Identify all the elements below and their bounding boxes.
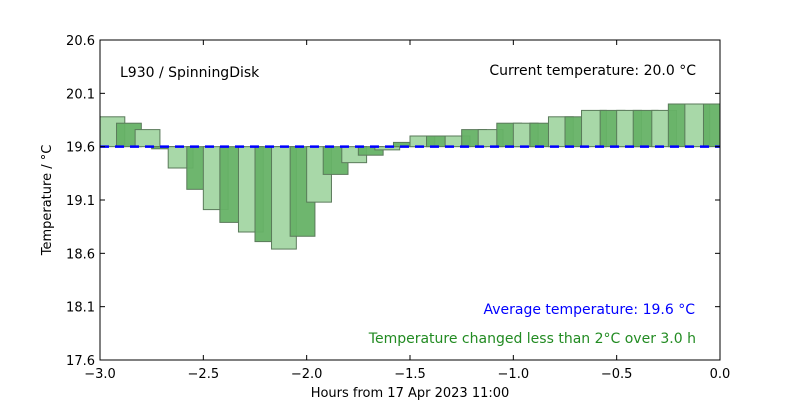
x-tick-label: −1.5 [394, 367, 426, 382]
x-tick-label: −2.5 [188, 367, 220, 382]
x-tick-label: −3.0 [84, 367, 116, 382]
x-tick-label: −1.0 [498, 367, 530, 382]
x-axis-ticks: −3.0 −2.5 −2.0 −1.5 −1.0 −0.5 0.0 [84, 40, 730, 382]
temperature-bar [134, 129, 161, 148]
x-axis-label: Hours from 17 Apr 2023 11:00 [311, 386, 510, 400]
location-label: L930 / SpinningDisk [120, 65, 260, 81]
temperature-bar [702, 103, 721, 148]
y-tick-label: 20.6 [66, 34, 95, 49]
x-tick-label: 0.0 [710, 367, 731, 382]
current-temperature-label: Current temperature: 20.0 °C [489, 63, 696, 79]
x-tick-label: −2.0 [291, 367, 323, 382]
bar-group [99, 103, 721, 250]
y-tick-label: 17.6 [66, 354, 95, 369]
x-tick-label: −0.5 [601, 367, 633, 382]
y-tick-label: 19.1 [66, 194, 95, 209]
y-axis-label: Temperature / °C [40, 145, 55, 257]
y-axis-ticks: 17.6 18.1 18.6 19.1 19.6 20.1 20.6 [66, 34, 720, 369]
y-tick-label: 20.1 [66, 87, 95, 102]
average-temperature-label: Average temperature: 19.6 °C [483, 302, 695, 318]
temperature-change-note: Temperature changed less than 2°C over 3… [368, 331, 696, 347]
y-tick-label: 19.6 [66, 141, 95, 156]
y-tick-label: 18.6 [66, 247, 95, 262]
y-tick-label: 18.1 [66, 301, 95, 316]
